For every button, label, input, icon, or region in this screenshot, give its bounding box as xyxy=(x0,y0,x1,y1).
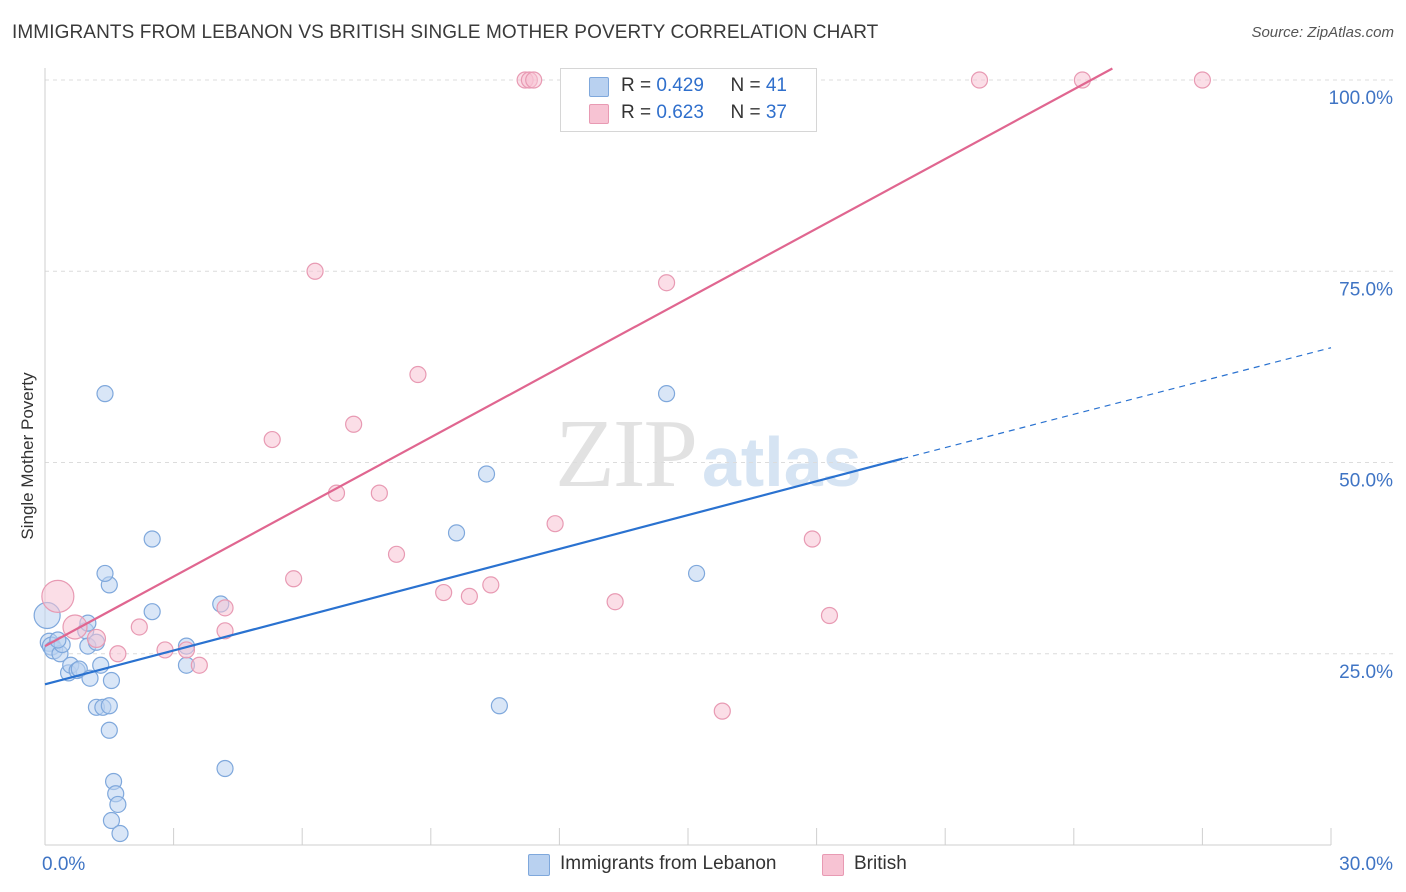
legend-n-value: 41 xyxy=(765,75,787,96)
point-british xyxy=(435,583,453,602)
point-lebanon xyxy=(687,564,706,583)
point-lebanon xyxy=(657,385,676,403)
legend-swatch-british xyxy=(822,854,844,876)
legend-n-label: N = xyxy=(730,75,766,96)
point-british xyxy=(190,656,208,674)
correlation-legend: R = 0.429 N = 41 R = 0.623 N = 37 xyxy=(560,68,817,132)
series-legend: Immigrants from Lebanon British xyxy=(0,852,1406,878)
point-british xyxy=(820,606,839,625)
point-british xyxy=(263,430,281,449)
trendline-lebanon-extension xyxy=(902,347,1332,460)
x-tick-label: 30.0% xyxy=(1339,854,1393,875)
x-tick-label: 0.0% xyxy=(42,854,85,875)
point-lebanon xyxy=(143,530,161,548)
legend-swatch-british xyxy=(589,104,609,124)
legend-r-label: R = xyxy=(621,75,657,96)
point-british xyxy=(1193,71,1212,89)
legend-label-british: British xyxy=(854,853,907,874)
trendline-lebanon xyxy=(44,457,903,686)
point-lebanon xyxy=(447,524,466,542)
y-tick-label: 75.0% xyxy=(1339,279,1393,300)
point-british xyxy=(657,274,676,292)
point-british xyxy=(409,365,427,384)
legend-n-value: 37 xyxy=(765,102,787,123)
point-british xyxy=(216,599,234,617)
legend-swatch-lebanon xyxy=(589,77,609,97)
point-lebanon xyxy=(143,603,161,621)
point-british xyxy=(546,515,564,533)
legend-n-label: N = xyxy=(730,102,766,123)
point-british xyxy=(525,71,543,89)
point-british xyxy=(86,628,107,649)
point-lebanon xyxy=(216,759,234,778)
point-lebanon xyxy=(490,697,508,715)
y-tick-label: 100.0% xyxy=(1329,88,1394,109)
point-british xyxy=(970,71,989,89)
legend-label-lebanon: Immigrants from Lebanon xyxy=(560,853,777,874)
point-lebanon xyxy=(100,697,118,715)
point-lebanon xyxy=(102,671,121,690)
point-lebanon xyxy=(111,824,129,843)
legend-swatch-lebanon xyxy=(528,854,550,876)
y-tick-label: 25.0% xyxy=(1339,662,1393,683)
point-british xyxy=(370,484,388,502)
point-british xyxy=(460,587,478,605)
legend-r-value: 0.429 xyxy=(656,75,704,96)
point-lebanon xyxy=(96,564,114,583)
source-credit: Source: ZipAtlas.com xyxy=(1251,24,1394,41)
point-british xyxy=(177,641,196,659)
point-lebanon xyxy=(96,385,114,403)
point-british xyxy=(387,545,406,563)
point-british xyxy=(130,618,148,636)
point-british xyxy=(482,576,500,594)
point-british xyxy=(606,593,624,611)
y-tick-label: 50.0% xyxy=(1339,471,1393,492)
point-lebanon xyxy=(100,721,118,739)
point-british xyxy=(713,702,731,720)
point-british xyxy=(41,579,75,613)
point-british xyxy=(345,415,363,433)
chart-title: IMMIGRANTS FROM LEBANON VS BRITISH SINGL… xyxy=(12,22,879,43)
point-lebanon xyxy=(109,795,127,814)
trendline-british xyxy=(44,67,1113,648)
point-british xyxy=(156,641,174,659)
point-british xyxy=(285,570,303,588)
point-british xyxy=(109,645,127,663)
point-british xyxy=(306,262,324,280)
legend-r-label: R = xyxy=(621,102,657,123)
point-british xyxy=(803,530,821,548)
point-lebanon xyxy=(102,811,121,830)
legend-r-value: 0.623 xyxy=(656,102,704,123)
point-lebanon xyxy=(477,465,496,483)
